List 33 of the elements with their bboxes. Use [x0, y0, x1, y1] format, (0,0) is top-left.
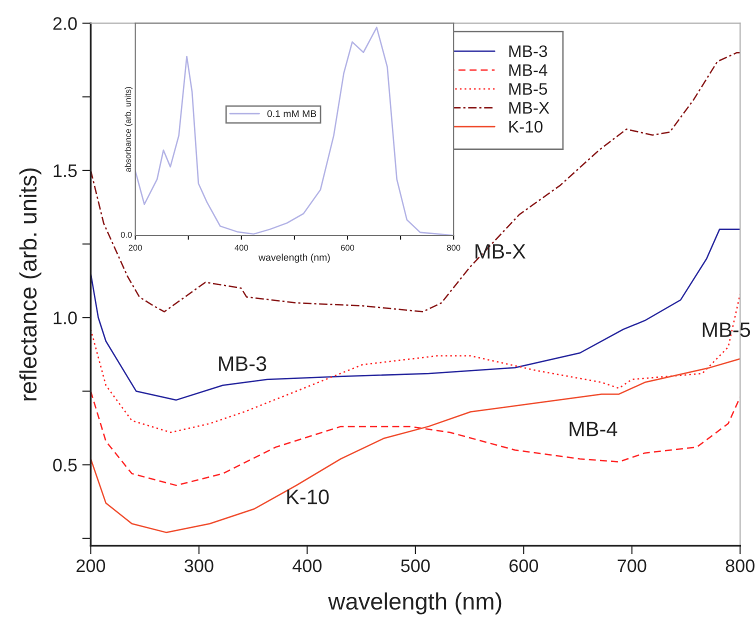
annotation: MB-5 [702, 322, 750, 338]
line-series [90, 358, 740, 534]
y-axis-title: absorbance (arb. units) [124, 87, 133, 172]
legend-label: 0.1 mM MB [267, 110, 316, 118]
legend-label: MB-3 [509, 45, 548, 58]
x-tick-label: 300 [184, 559, 214, 572]
legend-label: MB-X [509, 102, 550, 114]
x-tick-label: 200 [76, 559, 106, 572]
annotation: 0.0 [120, 232, 132, 238]
x-tick-label: 800 [726, 559, 754, 572]
legend-label: K-10 [509, 120, 542, 133]
x-tick-label: 600 [510, 559, 538, 572]
line-series [90, 390, 740, 486]
legend-label: MB-5 [509, 83, 548, 95]
x-tick-label: 700 [618, 559, 646, 572]
y-axis-title: reflectance (arb. units) [19, 168, 42, 400]
x-tick-label: 200 [128, 244, 142, 251]
x-tick-label: 400 [292, 559, 322, 572]
y-tick-label: 0.5 [53, 458, 77, 472]
x-axis-title: wavelength (nm) [328, 592, 502, 614]
y-tick-label: 1.5 [54, 164, 77, 178]
y-tick-label: 2.0 [53, 17, 77, 30]
y-tick-label: 1.0 [54, 312, 77, 324]
x-tick-label: 800 [447, 244, 460, 251]
annotation: MB-X [476, 244, 526, 259]
x-tick-label: 500 [401, 559, 430, 572]
annotation: MB-4 [570, 422, 618, 436]
x-axis-title: wavelength (nm) [258, 254, 330, 263]
x-tick-label: 400 [234, 244, 248, 251]
annotation: MB-3 [219, 356, 266, 372]
x-tick-label: 600 [340, 244, 354, 251]
legend-label: MB-4 [509, 64, 548, 76]
annotation: K-10 [287, 490, 329, 504]
